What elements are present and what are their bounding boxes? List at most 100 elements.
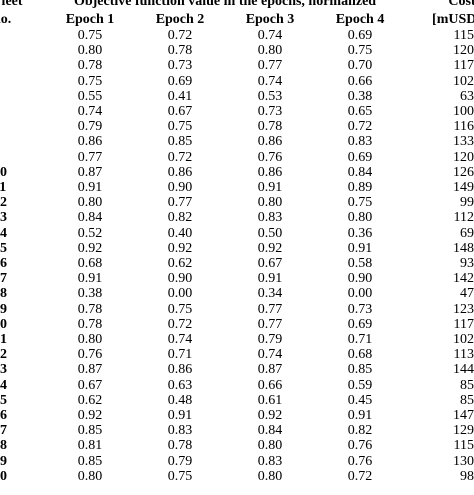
epoch-3-value-cell: 0.74 [257,73,283,89]
epoch-3-value-cell: 0.86 [257,164,283,180]
fleet-number-cell: 21 [0,332,7,348]
epoch-1-header: Epoch 1 [65,12,115,27]
fleet-number-cell: 13 [0,210,7,226]
fleet-number-cell: 15 [0,240,7,256]
cost-value-cell: 1204 [453,43,474,59]
epoch-4-value-cell: 0.69 [347,28,373,43]
cost-value-cell: 1488 [453,240,474,256]
epoch-2-value-cell: 0.48 [167,392,193,408]
epoch-4-value-cell: 0.70 [347,58,373,74]
epoch-2-header: Epoch 2 [155,12,205,27]
fleet-number-cell: 25 [0,392,7,408]
epoch-4-value-cell: 0.72 [347,119,373,135]
fleet-number-cell: 1 [0,28,45,43]
cost-value-cell: 854 [460,392,474,408]
fleet-number-cell: 5 [0,89,45,104]
fleet-number-cell: 24 [0,377,7,393]
cost-value-cell: 1162 [453,119,474,135]
epoch-2-value-cell: 0.41 [167,88,193,104]
epoch-2-value-cell: 0.92 [167,240,193,256]
cost-value-cell: 985 [460,468,474,484]
cost-value-cell: 1448 [453,362,474,378]
epoch-3-value-cell: 0.73 [257,104,283,120]
epoch-4-value-cell: 0.80 [347,210,373,226]
costs-header-line2: [mUSD] [432,12,474,27]
epoch-4-value-cell: 0.38 [347,88,373,104]
cost-value-cell: 1176 [453,316,474,332]
epoch-2-value-cell: 0.72 [167,28,193,43]
table-row: 7 0.79 0.75 0.78 0.72 1162 [0,119,474,134]
epoch-1-value-cell: 0.62 [77,392,103,408]
table-row: 17 0.91 0.90 0.91 0.90 1425 [0,271,474,286]
table-row: 13 0.84 0.82 0.83 0.80 1126 [0,210,474,225]
cost-value-cell: 1130 [453,347,474,363]
epoch-4-value-cell: 0.45 [347,392,373,408]
epoch-3-value-cell: 0.80 [257,195,283,211]
epoch-1-value-cell: 0.80 [77,195,103,211]
epoch-1-value-cell: 0.55 [77,88,103,104]
table-row: 19 0.78 0.75 0.77 0.73 1239 [0,302,474,317]
epoch-3-header: Epoch 3 [245,12,295,27]
epoch-3-value-cell: 0.91 [257,180,283,196]
fleet-number-cell: 20 [0,316,7,332]
table-row: 11 0.91 0.90 0.91 0.89 1491 [0,180,474,195]
epoch-1-value-cell: 0.52 [77,225,103,241]
epoch-1-value-cell: 0.81 [77,438,103,454]
epoch-4-value-cell: 0.82 [347,423,373,439]
epoch-3-value-cell: 0.84 [257,423,283,439]
fleet-number-cell: 29 [0,453,7,469]
epoch-1-value-cell: 0.85 [77,453,103,469]
fleet-number-cell: 9 [0,150,45,165]
epoch-3-value-cell: 0.76 [257,149,283,165]
fleet-number-cell: 4 [0,74,45,89]
epoch-2-value-cell: 0.73 [167,58,193,74]
fleet-number-cell: 7 [0,119,45,134]
epoch-2-value-cell: 0.71 [167,347,193,363]
epoch-4-value-cell: 0.66 [347,73,373,89]
epoch-1-value-cell: 0.77 [77,149,103,165]
epoch-2-value-cell: 0.75 [167,119,193,135]
fleet-number-cell: 6 [0,104,45,119]
epoch-4-value-cell: 0.72 [347,468,373,484]
cost-value-cell: 1307 [453,453,474,469]
fleet-objective-table: Fleet Objective function value in the ep… [0,0,474,484]
table-row: 26 0.92 0.91 0.92 0.91 1479 [0,408,474,423]
cost-value-cell: 1338 [453,134,474,150]
epoch-3-value-cell: 0.80 [257,43,283,59]
epoch-4-value-cell: 0.76 [347,453,373,469]
epoch-3-value-cell: 0.74 [257,28,283,43]
epoch-2-value-cell: 0.91 [167,408,193,424]
table-row: 6 0.74 0.67 0.73 0.65 1009 [0,104,474,119]
epoch-4-value-cell: 0.90 [347,271,373,287]
cost-value-cell: 477 [460,286,474,302]
epoch-3-value-cell: 0.80 [257,438,283,454]
epoch-2-value-cell: 0.78 [167,438,193,454]
epoch-2-value-cell: 0.86 [167,362,193,378]
epoch-1-value-cell: 0.78 [77,58,103,74]
epoch-2-value-cell: 0.90 [167,180,193,196]
epoch-1-value-cell: 0.91 [77,180,103,196]
cost-value-cell: 1203 [453,149,474,165]
cost-value-cell: 932 [460,256,474,272]
epoch-4-value-cell: 0.85 [347,362,373,378]
epoch-4-value-cell: 0.83 [347,134,373,150]
epoch-1-value-cell: 0.87 [77,164,103,180]
fleet-number-cell: 16 [0,256,7,272]
epoch-4-value-cell: 0.36 [347,225,373,241]
epoch-3-value-cell: 0.87 [257,362,283,378]
epoch-3-value-cell: 0.74 [257,347,283,363]
epoch-3-value-cell: 0.53 [257,88,283,104]
epoch-1-value-cell: 0.92 [77,240,103,256]
table-row: 24 0.67 0.63 0.66 0.59 854 [0,378,474,393]
fleet-number-cell: 27 [0,423,7,439]
epoch-2-value-cell: 0.78 [167,43,193,59]
cost-value-cell: 1425 [453,271,474,287]
cost-value-cell: 1491 [453,180,474,196]
table-row: 9 0.77 0.72 0.76 0.69 1203 [0,150,474,165]
epoch-4-value-cell: 0.69 [347,316,373,332]
table-row: 15 0.92 0.92 0.92 0.91 1488 [0,241,474,256]
epoch-3-value-cell: 0.77 [257,316,283,332]
